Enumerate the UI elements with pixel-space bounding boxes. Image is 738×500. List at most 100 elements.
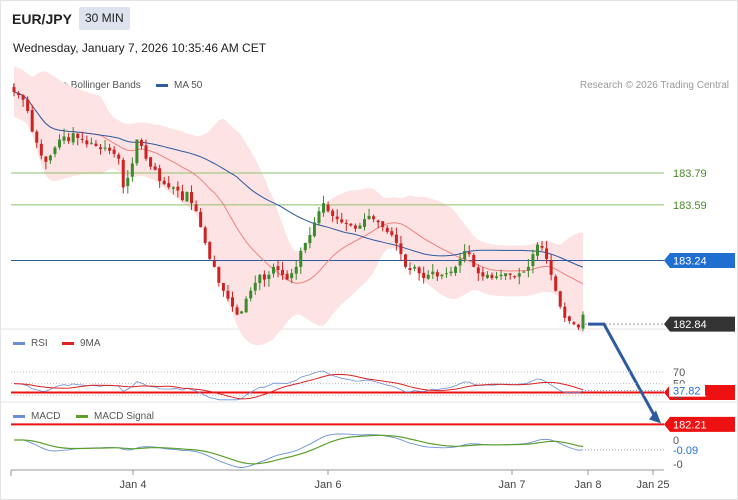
legend-rsi: RSI — [13, 338, 48, 349]
ma50-line — [13, 91, 584, 268]
candle — [135, 139, 139, 166]
x-tick-label: Jan 6 — [315, 479, 342, 491]
candle-body — [522, 271, 526, 273]
candle-body — [80, 138, 84, 140]
candle-body — [158, 168, 162, 181]
x-tick-label: Jan 4 — [120, 479, 147, 491]
candle — [76, 133, 80, 146]
candle — [303, 242, 307, 254]
candle — [249, 287, 253, 302]
candle — [244, 296, 248, 313]
candle-body — [126, 177, 130, 187]
candle — [326, 201, 330, 213]
candle-body — [444, 273, 448, 275]
candle-body — [30, 110, 34, 132]
macd-tick-label: 0 — [673, 435, 679, 447]
candle-body — [408, 268, 412, 271]
candle — [162, 176, 166, 186]
candle — [576, 323, 580, 330]
candle — [117, 152, 121, 165]
timeframe-button[interactable]: 30 MIN — [79, 7, 130, 30]
candle — [413, 264, 417, 272]
candle-body — [403, 254, 407, 267]
candle — [322, 195, 326, 217]
candle-body — [21, 95, 25, 100]
candle-body — [513, 276, 517, 278]
candle-body — [139, 140, 143, 146]
candle — [285, 270, 289, 281]
candle-body — [495, 276, 499, 278]
candle-body — [303, 243, 307, 251]
candle — [403, 253, 407, 269]
candle — [17, 91, 21, 99]
level-label-bg — [664, 253, 735, 269]
candle-body — [230, 297, 234, 307]
candle — [39, 139, 43, 160]
candle — [522, 270, 526, 273]
candle — [253, 275, 257, 295]
legend-rsi-label: RSI — [31, 338, 48, 349]
legend-ma50-label: MA 50 — [174, 80, 203, 91]
candle-body — [422, 272, 426, 279]
candle-body — [276, 266, 280, 271]
candle — [567, 315, 571, 324]
candle — [276, 259, 280, 278]
legend-rsi-ma-label: 9MA — [80, 338, 101, 349]
candle — [89, 137, 93, 145]
candle-body — [285, 273, 289, 280]
candle-body — [176, 186, 180, 191]
level-label-support: 182.21 — [664, 416, 735, 432]
candle — [581, 311, 585, 332]
candle — [158, 164, 162, 188]
candle — [467, 245, 471, 257]
candle — [80, 131, 84, 144]
macd-signal-line — [14, 434, 584, 465]
candle-body — [89, 142, 93, 144]
candle — [226, 285, 230, 302]
level-label-text: 182.84 — [673, 319, 707, 331]
x-tick-label: Jan 8 — [575, 479, 602, 491]
candle-body — [472, 254, 476, 267]
candle — [335, 209, 339, 224]
candle — [48, 154, 52, 164]
candle — [535, 242, 539, 261]
candle — [267, 271, 271, 287]
candle-body — [481, 272, 485, 277]
candle — [390, 227, 394, 237]
candle — [312, 216, 316, 238]
candle — [240, 310, 244, 314]
candle-body — [385, 227, 389, 232]
rsi-label-bg — [669, 383, 705, 397]
candle — [130, 157, 134, 182]
candle — [394, 227, 398, 251]
candle — [358, 222, 362, 229]
candle-body — [235, 307, 239, 315]
level-label-resistance: 183.59 — [673, 200, 707, 212]
candle — [149, 157, 153, 170]
candle — [353, 223, 357, 232]
candle-body — [499, 274, 503, 277]
candle-body — [358, 225, 362, 229]
candle — [12, 83, 16, 97]
candle — [262, 270, 266, 287]
candle-body — [458, 258, 462, 266]
candle-body — [203, 227, 207, 244]
candle-body — [217, 267, 221, 283]
rsi-value-label: 37.82 — [673, 386, 701, 398]
candle — [139, 138, 143, 150]
level-label-bg — [664, 316, 735, 332]
candle — [549, 254, 553, 281]
candle-body — [121, 159, 125, 188]
level-label-text: 182.21 — [673, 419, 707, 431]
candle — [545, 240, 549, 264]
candle — [485, 271, 489, 280]
candle-body — [208, 242, 212, 259]
candle-body — [508, 273, 512, 275]
candle — [153, 162, 157, 171]
candle — [98, 144, 102, 155]
candle-body — [467, 252, 471, 255]
candle-body — [44, 156, 48, 162]
candle-body — [167, 183, 171, 188]
candle — [290, 268, 294, 284]
